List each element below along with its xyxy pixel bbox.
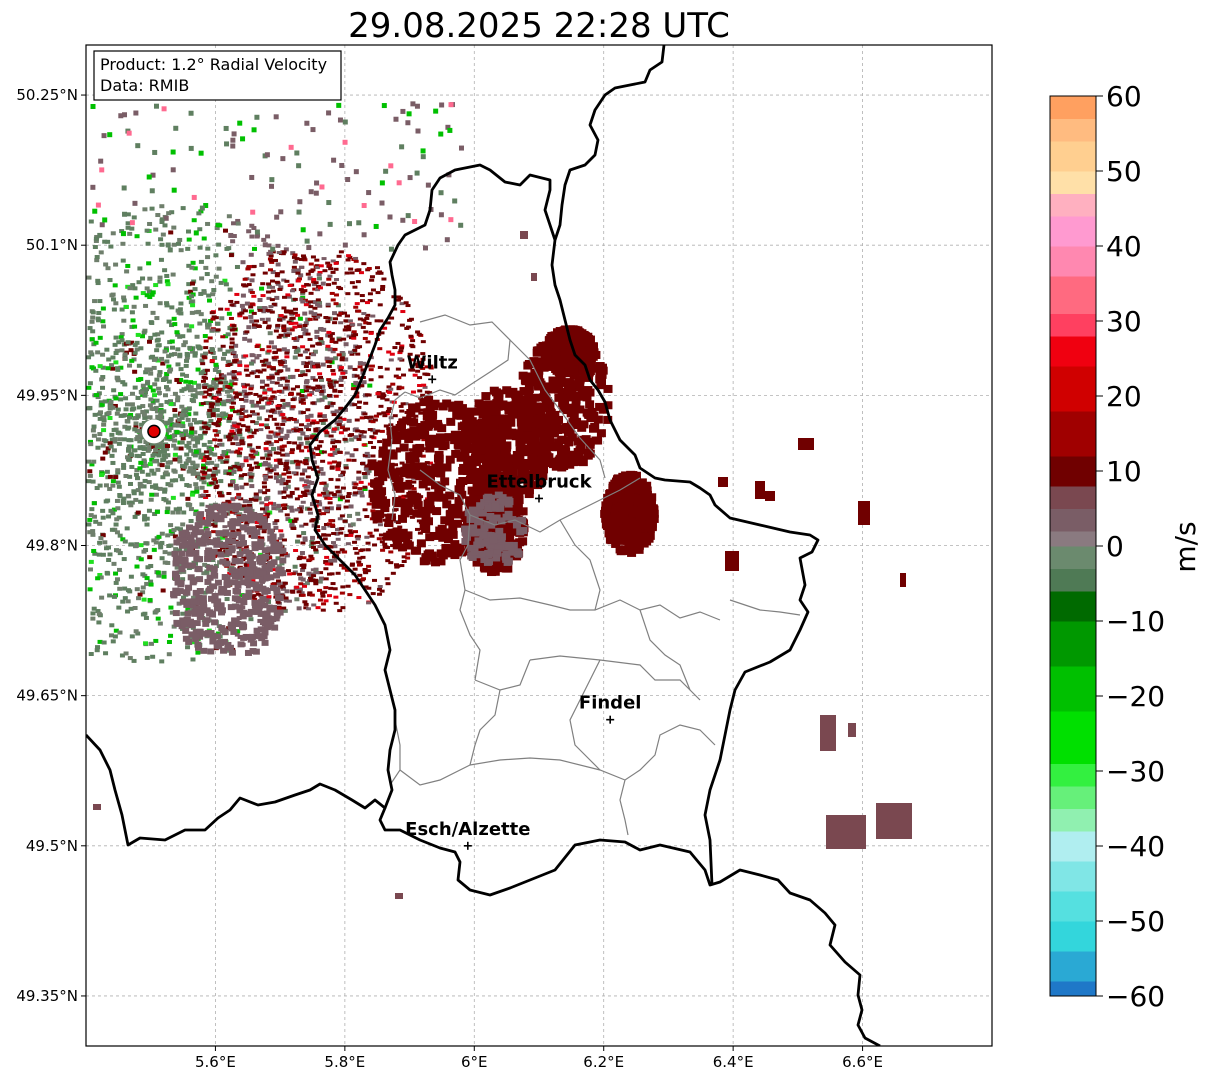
colorbar-tick-label: −50 xyxy=(1106,905,1165,938)
colorbar-tick-label: −40 xyxy=(1106,830,1165,863)
colorbar-band xyxy=(1050,786,1096,809)
colorbar-band xyxy=(1050,141,1096,172)
info-box: Product: 1.2° Radial Velocity Data: RMIB xyxy=(94,51,341,100)
colorbar-band xyxy=(1050,711,1096,764)
colorbar-band xyxy=(1050,531,1096,547)
x-tick-label: 5.6°E xyxy=(195,1053,236,1071)
colorbar-band xyxy=(1050,509,1096,532)
colorbar-band xyxy=(1050,276,1096,314)
colorbar-band xyxy=(1050,411,1096,457)
city-label: Ettelbruck xyxy=(486,471,592,492)
y-tick-label: 49.35°N xyxy=(16,987,78,1005)
colorbar-band xyxy=(1050,546,1096,569)
y-tick-label: 49.95°N xyxy=(16,386,78,404)
map-area: Wiltz Ettelbruck Findel Esch/Alzette Produc… xyxy=(16,45,992,1071)
colorbar-band xyxy=(1050,861,1096,892)
radar-site-marker xyxy=(148,425,160,437)
colorbar-band xyxy=(1050,194,1096,217)
colorbar-band xyxy=(1050,921,1096,952)
x-tick-label: 6°E xyxy=(461,1053,488,1071)
colorbar-tick-label: 40 xyxy=(1106,230,1142,263)
colorbar-tick-label: 50 xyxy=(1106,155,1142,188)
colorbar-band xyxy=(1050,314,1096,337)
x-tick-label: 5.8°E xyxy=(324,1053,365,1071)
colorbar: 60 50 40 30 20 10 0 −10 −20 −30 −40 −50 −60 m/s xyxy=(1050,80,1202,1013)
colorbar-band xyxy=(1050,216,1096,247)
colorbar-tick-label: 20 xyxy=(1106,380,1142,413)
colorbar-band xyxy=(1050,366,1096,412)
colorbar-band xyxy=(1050,336,1096,367)
y-axis-ticks: 50.25°N 50.1°N 49.95°N 49.8°N 49.65°N 49.5°N 4… xyxy=(16,86,86,1005)
colorbar-band xyxy=(1050,831,1096,862)
y-tick-label: 50.25°N xyxy=(16,86,78,104)
colorbar-tick-label: 0 xyxy=(1106,530,1124,563)
colorbar-label: m/s xyxy=(1169,521,1202,572)
info-product: Product: 1.2° Radial Velocity xyxy=(100,55,327,74)
colorbar-band xyxy=(1050,569,1096,592)
x-axis-ticks: 5.6°E 5.8°E 6°E 6.2°E 6.4°E 6.6°E xyxy=(195,1046,883,1071)
colorbar-ticks: 60 50 40 30 20 10 0 −10 −20 −30 −40 −50 −60 xyxy=(1096,80,1165,1013)
colorbar-band xyxy=(1050,591,1096,622)
city-label: Esch/Alzette xyxy=(405,819,530,840)
colorbar-tick-label: −20 xyxy=(1106,680,1165,713)
x-tick-label: 6.2°E xyxy=(583,1053,624,1071)
city-label: Wiltz xyxy=(407,352,458,373)
y-tick-label: 50.1°N xyxy=(26,236,78,254)
colorbar-tick-label: −10 xyxy=(1106,605,1165,638)
colorbar-tick-label: −30 xyxy=(1106,755,1165,788)
colorbar-bands xyxy=(1050,96,1096,997)
colorbar-tick-label: 60 xyxy=(1106,80,1142,113)
x-tick-label: 6.4°E xyxy=(713,1053,754,1071)
x-tick-label: 6.6°E xyxy=(842,1053,883,1071)
colorbar-band xyxy=(1050,621,1096,667)
y-tick-label: 49.65°N xyxy=(16,687,78,705)
colorbar-band xyxy=(1050,96,1096,119)
colorbar-band xyxy=(1050,891,1096,922)
figure-title: 29.08.2025 22:28 UTC xyxy=(348,6,730,46)
colorbar-tick-label: 10 xyxy=(1106,455,1142,488)
colorbar-band xyxy=(1050,171,1096,194)
city-label: Findel xyxy=(579,693,642,714)
colorbar-band xyxy=(1050,764,1096,787)
info-data: Data: RMIB xyxy=(100,76,189,95)
colorbar-band xyxy=(1050,119,1096,142)
colorbar-tick-label: 30 xyxy=(1106,305,1142,338)
colorbar-band xyxy=(1050,809,1096,832)
colorbar-band xyxy=(1050,486,1096,509)
y-tick-label: 49.5°N xyxy=(26,837,78,855)
colorbar-band xyxy=(1050,246,1096,277)
colorbar-band xyxy=(1050,456,1096,487)
colorbar-band xyxy=(1050,951,1096,982)
colorbar-band xyxy=(1050,981,1096,997)
colorbar-band xyxy=(1050,666,1096,712)
colorbar-tick-label: −60 xyxy=(1106,980,1165,1013)
y-tick-label: 49.8°N xyxy=(26,537,78,555)
